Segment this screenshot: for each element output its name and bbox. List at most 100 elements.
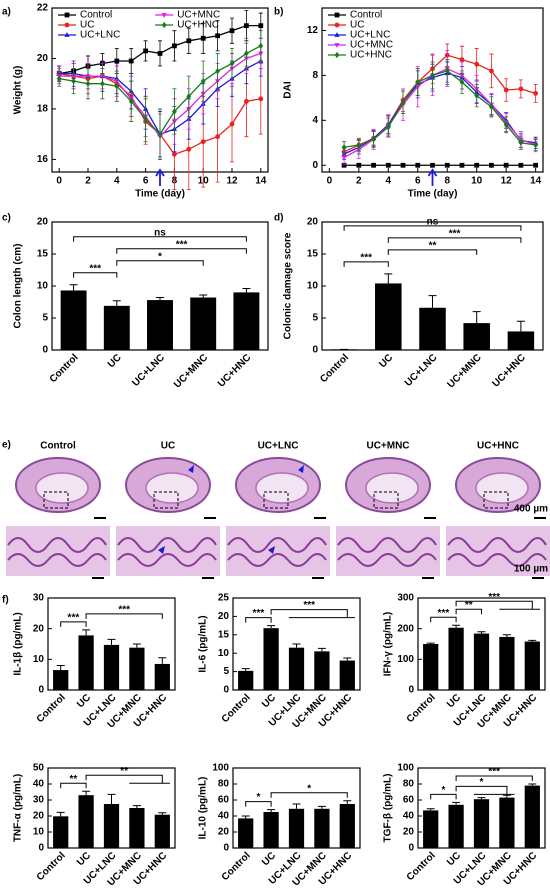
point <box>489 103 494 110</box>
bar <box>499 636 515 690</box>
point <box>200 139 206 145</box>
panel-label: a) <box>2 7 11 18</box>
error-bar <box>267 625 276 629</box>
bar <box>375 283 402 350</box>
y-tick-label: 10 <box>33 827 45 838</box>
significance-bracket <box>387 237 522 243</box>
y-tick-label: 80 <box>218 779 230 790</box>
point <box>400 99 406 106</box>
x-axis-label: Time (day) <box>408 189 458 200</box>
error-bar <box>156 297 164 301</box>
error-bar <box>528 639 537 642</box>
crypt-pattern <box>7 537 107 567</box>
y-tick-label: 20 <box>33 623 45 634</box>
zoom-box <box>153 491 179 509</box>
significance-bracket <box>85 774 170 784</box>
y-axis-label: TNF-α (pg/mL) <box>13 774 24 842</box>
y-tick-label: 300 <box>397 593 414 604</box>
legend-marker <box>64 12 70 18</box>
x-tick-label: Control <box>48 352 81 385</box>
bar <box>233 292 260 350</box>
histology-label: UC+LNC <box>258 441 299 452</box>
legend-marker <box>161 21 167 29</box>
point <box>258 23 264 29</box>
arrow <box>155 168 165 186</box>
bar <box>53 670 69 690</box>
zoom-box <box>43 491 69 509</box>
error-bar <box>343 800 352 804</box>
error-bar <box>384 273 393 284</box>
significance-label: ** <box>120 766 128 777</box>
significance-bracket <box>343 261 389 267</box>
bar <box>499 797 515 848</box>
zoom-box <box>263 491 289 509</box>
significance-label: ns <box>154 227 166 238</box>
point <box>459 162 465 168</box>
zoom-image <box>446 526 550 576</box>
bar <box>103 804 120 848</box>
error-bar <box>242 288 251 293</box>
x-tick-label: UC <box>260 850 278 868</box>
significance-label: *** <box>449 228 461 239</box>
legend-label: Control <box>350 10 382 21</box>
point <box>85 80 91 87</box>
point <box>341 155 347 161</box>
y-tick-label: 10 <box>33 654 45 665</box>
point <box>518 139 524 146</box>
bar <box>238 670 254 690</box>
y-tick-label: 20 <box>307 217 319 228</box>
error-bar <box>158 657 167 664</box>
x-tick-label: 0 <box>56 176 62 187</box>
error-bar <box>107 638 116 645</box>
bar <box>473 799 490 848</box>
y-tick-label: 5 <box>223 666 229 677</box>
x-tick-label: 14 <box>255 176 267 187</box>
point <box>459 79 465 86</box>
x-tick-label: Control <box>405 850 438 883</box>
y-tick-label: 200 <box>397 623 414 634</box>
point <box>128 58 134 64</box>
point <box>186 38 192 44</box>
significance-label: *** <box>68 613 80 624</box>
x-tick-label: UC+MNC <box>445 352 483 390</box>
y-axis-label: IL-6 (pg/mL) <box>198 615 209 672</box>
panel-label: f) <box>2 595 9 606</box>
point <box>143 48 148 54</box>
significance-label: *** <box>118 605 130 616</box>
bar <box>129 647 145 690</box>
x-tick-label: 6 <box>415 176 421 187</box>
y-axis-label: Colonic damage score <box>283 232 294 339</box>
y-tick-label: 20 <box>37 53 49 64</box>
histology-label: UC <box>161 441 175 452</box>
bar <box>103 305 130 350</box>
bar <box>53 816 69 848</box>
error-bar <box>267 809 276 812</box>
legend-label: UC+HNC <box>177 20 219 31</box>
significance-bracket <box>455 775 533 781</box>
point <box>371 162 376 168</box>
bar <box>339 804 355 848</box>
legend-marker <box>64 22 70 28</box>
significance-label: ** <box>429 240 437 251</box>
x-tick-label: 2 <box>356 176 362 187</box>
histology-label: UC+HNC <box>477 441 519 452</box>
x-tick-label: 12 <box>501 176 513 187</box>
x-axis-label: Time (day) <box>135 189 185 200</box>
y-tick-label: 60 <box>218 795 230 806</box>
y-tick-label: 5 <box>312 313 318 324</box>
error-bar <box>317 805 326 809</box>
panel-label: d) <box>274 213 283 224</box>
colon-lumen <box>255 472 309 504</box>
legend-marker <box>334 22 340 28</box>
point <box>114 58 120 64</box>
point <box>258 42 264 49</box>
error-bar <box>317 647 326 652</box>
significance-label: * <box>158 251 162 262</box>
zoom-image <box>6 526 110 576</box>
significance-label: *** <box>360 252 372 263</box>
x-tick-label: UC <box>75 850 93 868</box>
point <box>244 23 249 29</box>
y-tick-label: 40 <box>218 811 230 822</box>
y-axis-label: TGF-β (pg/mL) <box>383 774 394 843</box>
y-axis-label: IFN-γ (pg/mL) <box>383 612 394 676</box>
